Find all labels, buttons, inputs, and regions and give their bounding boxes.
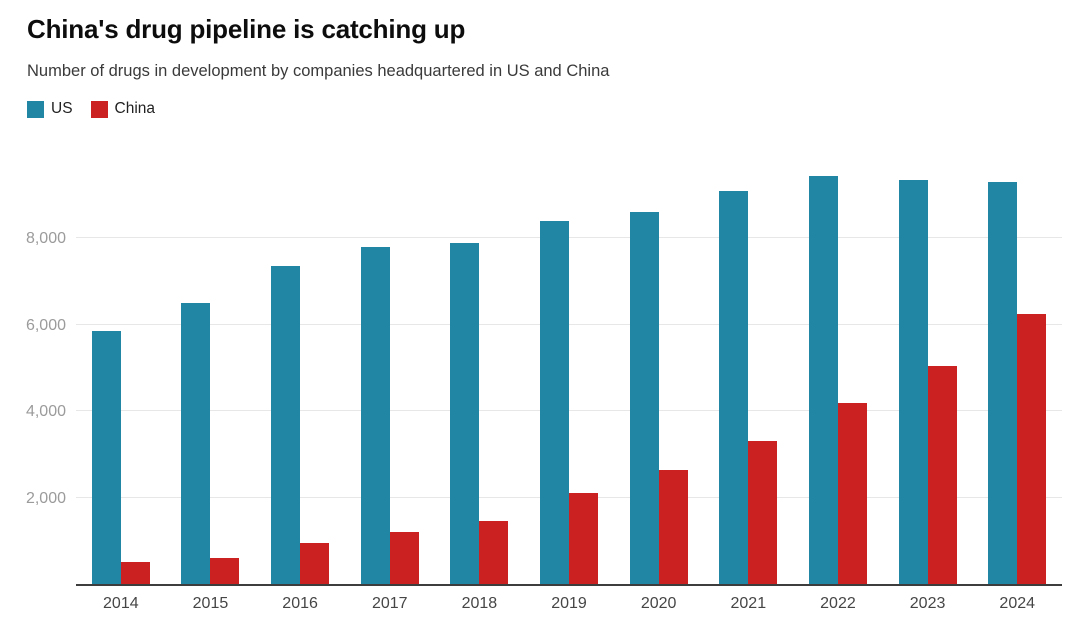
legend-item-us: US — [27, 100, 73, 118]
bar-china-2020 — [658, 469, 688, 584]
x-axis: 2014 2015 2016 2017 2018 2019 2020 2021 2022 2023… — [76, 592, 1062, 616]
bar-china-2014 — [120, 562, 150, 584]
plot-area — [76, 152, 1062, 586]
bar-group-2023 — [883, 152, 973, 584]
x-tick-label-2021: 2021 — [730, 595, 767, 612]
bar-china-2021 — [748, 441, 778, 584]
y-tick-label-2000: 2,000 — [25, 490, 66, 508]
legend-label-china: China — [114, 100, 156, 117]
chart-title: China's drug pipeline is catching up — [27, 14, 466, 44]
bar-us-2019 — [540, 221, 570, 584]
y-axis: 2,000 4,000 6,000 8,000 — [0, 152, 66, 586]
x-tick-label-2015: 2015 — [192, 595, 229, 612]
x-tick-label-2018: 2018 — [461, 595, 498, 612]
x-tick-label-2017: 2017 — [371, 595, 408, 612]
bar-group-2018 — [435, 152, 525, 584]
bar-us-2024 — [988, 182, 1018, 584]
y-tick-label-4000: 4,000 — [25, 403, 66, 421]
x-tick-label-2022: 2022 — [820, 595, 856, 612]
bar-china-2023 — [927, 365, 957, 584]
bar-group-2024 — [972, 152, 1062, 584]
china-series-swatch-icon — [90, 100, 108, 118]
bar-us-2021 — [719, 190, 749, 584]
bar-group-2016 — [255, 152, 345, 584]
x-tick-label-2024: 2024 — [999, 595, 1036, 612]
bar-china-2017 — [389, 532, 419, 584]
bar-us-2020 — [629, 212, 659, 584]
bar-china-2022 — [837, 402, 867, 584]
legend-item-china: China — [90, 100, 156, 118]
bar-us-2022 — [808, 175, 838, 584]
x-tick-label-2019: 2019 — [551, 595, 587, 612]
bar-group-2020 — [614, 152, 704, 584]
bar-us-2023 — [898, 180, 928, 584]
bar-us-2018 — [450, 242, 480, 584]
bar-us-2015 — [181, 303, 211, 584]
legend-label-us: US — [51, 100, 73, 117]
bar-us-2017 — [360, 247, 390, 584]
us-series-swatch-icon — [27, 100, 44, 118]
bar-china-2024 — [1017, 314, 1047, 584]
chart-subtitle: Number of drugs in development by compan… — [27, 62, 610, 80]
y-tick-label-8000: 8,000 — [25, 229, 66, 247]
x-tick-label-2014: 2014 — [103, 595, 139, 612]
bar-china-2015 — [210, 558, 240, 584]
bar-group-2017 — [345, 152, 435, 584]
bar-china-2016 — [300, 542, 330, 584]
bar-group-2014 — [76, 152, 166, 584]
bar-group-2019 — [524, 152, 614, 584]
x-tick-label-2020: 2020 — [640, 595, 677, 612]
bar-china-2018 — [479, 521, 509, 584]
legend: US China — [27, 100, 155, 118]
bar-us-2014 — [91, 331, 121, 584]
bar-group-2021 — [703, 152, 793, 584]
x-tick-label-2016: 2016 — [282, 595, 318, 612]
bar-china-2019 — [569, 493, 599, 584]
bar-group-2022 — [793, 152, 883, 584]
bar-group-2015 — [166, 152, 256, 584]
x-tick-label-2023: 2023 — [909, 595, 946, 612]
bar-us-2016 — [271, 266, 301, 584]
y-tick-label-6000: 6,000 — [25, 316, 66, 334]
